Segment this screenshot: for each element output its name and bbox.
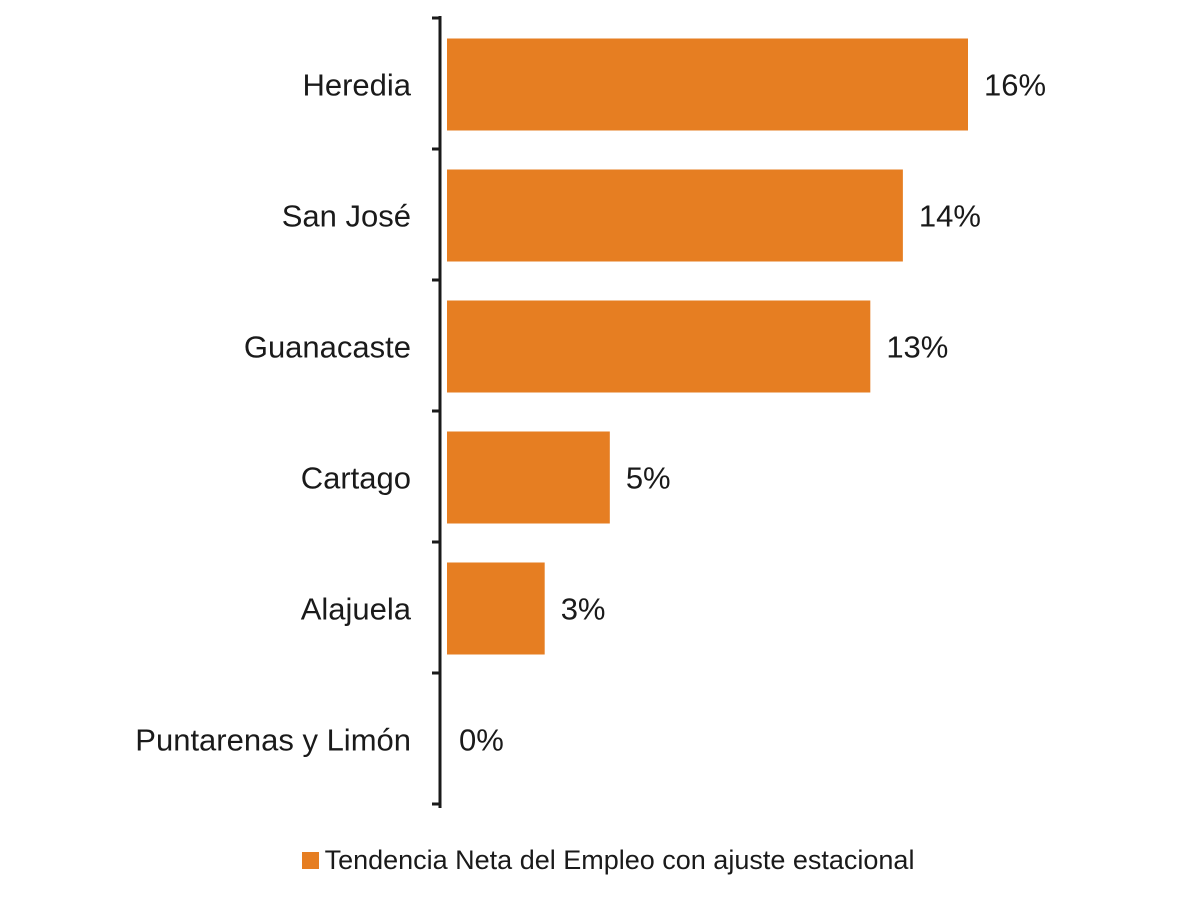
data-label: 0%: [459, 723, 504, 758]
data-label: 3%: [561, 592, 606, 627]
bar: [447, 562, 545, 655]
category-label: Alajuela: [301, 592, 412, 627]
category-label: Guanacaste: [244, 330, 411, 365]
category-label: San José: [282, 199, 411, 234]
legend-label: Tendencia Neta del Empleo con ajuste est…: [324, 844, 915, 875]
data-label: 13%: [886, 330, 948, 365]
category-label: Puntarenas y Limón: [135, 723, 411, 758]
legend: Tendencia Neta del Empleo con ajuste est…: [0, 838, 1200, 882]
category-label: Cartago: [301, 461, 411, 496]
data-label: 5%: [626, 461, 671, 496]
bar: [447, 169, 903, 262]
bar: [447, 300, 871, 393]
data-label: 14%: [919, 199, 981, 234]
data-label: 16%: [984, 68, 1046, 103]
legend-swatch: [301, 851, 319, 869]
bar: [447, 38, 968, 131]
bar: [447, 431, 610, 524]
category-label: Heredia: [302, 68, 411, 103]
